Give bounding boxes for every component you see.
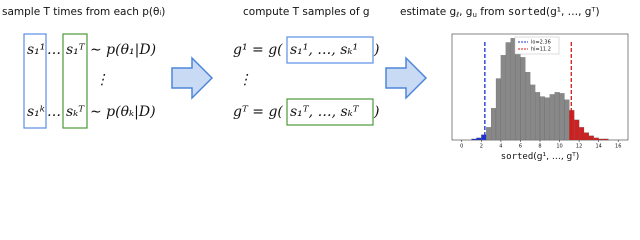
legend: [514, 36, 560, 55]
math: …: [47, 104, 61, 120]
math: ): [373, 42, 379, 58]
x-tick-label: 14: [595, 144, 601, 150]
legend-label: hi=11.2: [531, 47, 551, 53]
hist-bar: [515, 44, 521, 141]
math: …: [47, 42, 61, 58]
hist-bar: [520, 57, 526, 141]
hist-bar: [525, 72, 531, 141]
hist-bar: [476, 137, 482, 141]
x-tick-label: 0: [460, 144, 463, 150]
hist-bar: [554, 92, 560, 141]
hist-bar: [500, 55, 506, 141]
hist-bar: [471, 138, 477, 141]
x-axis-label-part: (g¹, …, gᵀ): [533, 152, 579, 162]
math: ): [373, 104, 379, 120]
hist-bar: [539, 96, 545, 141]
math: ⋮: [238, 72, 252, 88]
arrow: [385, 56, 428, 100]
hist-bar: [495, 78, 501, 141]
x-axis-label-part: sorted: [501, 152, 534, 162]
hist-bar: [603, 138, 609, 141]
x-tick-label: 12: [576, 144, 582, 150]
right-title: estimate gℓ, gu from sorted(g¹, …, gᵀ): [400, 6, 600, 19]
figure: sample T times from each p(θᵢ) s₁¹ … s₁ᵀ…: [2, 6, 629, 162]
math: ⋮: [95, 72, 109, 88]
x-tick-label: 4: [499, 144, 502, 150]
column-box: [23, 33, 47, 129]
math: sₖᵀ: [66, 104, 85, 120]
hist-bar: [559, 93, 565, 141]
column-box: [62, 33, 88, 129]
hist-bar: [491, 108, 497, 141]
x-tick-label: 16: [615, 144, 621, 150]
hist-bar: [583, 132, 589, 141]
math: g¹ = g(: [233, 42, 283, 58]
hist-bar: [593, 137, 599, 141]
x-tick-label: 10: [556, 144, 562, 150]
arrow: [171, 56, 214, 100]
math: s₁ᵀ: [66, 42, 86, 58]
x-tick-label: 6: [519, 144, 522, 150]
x-axis-label: sorted(g¹, …, gᵀ): [501, 152, 579, 162]
math: ∼ p(θₖ|D): [90, 104, 156, 120]
hist-bar: [505, 42, 511, 141]
hist-bar: [579, 127, 585, 141]
hist-bar: [486, 127, 492, 141]
x-tick-label: 2: [480, 144, 483, 150]
math: s₁¹: [27, 42, 45, 58]
math: ∼ p(θ₁|D): [90, 42, 156, 58]
hist-bar: [530, 84, 536, 141]
x-tick-label: 8: [538, 144, 541, 150]
hist-bar: [535, 92, 541, 141]
middle-title: compute T samples of g: [243, 6, 370, 18]
legend-label: lo=2.36: [531, 40, 551, 46]
math: gᵀ = g(: [233, 104, 283, 120]
hist-bar: [598, 138, 604, 141]
args-box: [286, 98, 374, 126]
math: s₁ᵀ, …, sₖᵀ: [290, 104, 360, 120]
hist-bar: [544, 97, 550, 141]
hist-bar: [574, 119, 580, 141]
hist-bar: [564, 99, 570, 141]
math: s₁¹, …, sₖ¹: [290, 42, 358, 58]
hist-bar: [549, 94, 555, 141]
hist-bar: [588, 135, 594, 141]
left-title: sample T times from each p(θᵢ): [2, 6, 165, 18]
args-box: [286, 36, 374, 64]
math: s₁ᵏ: [27, 104, 45, 120]
